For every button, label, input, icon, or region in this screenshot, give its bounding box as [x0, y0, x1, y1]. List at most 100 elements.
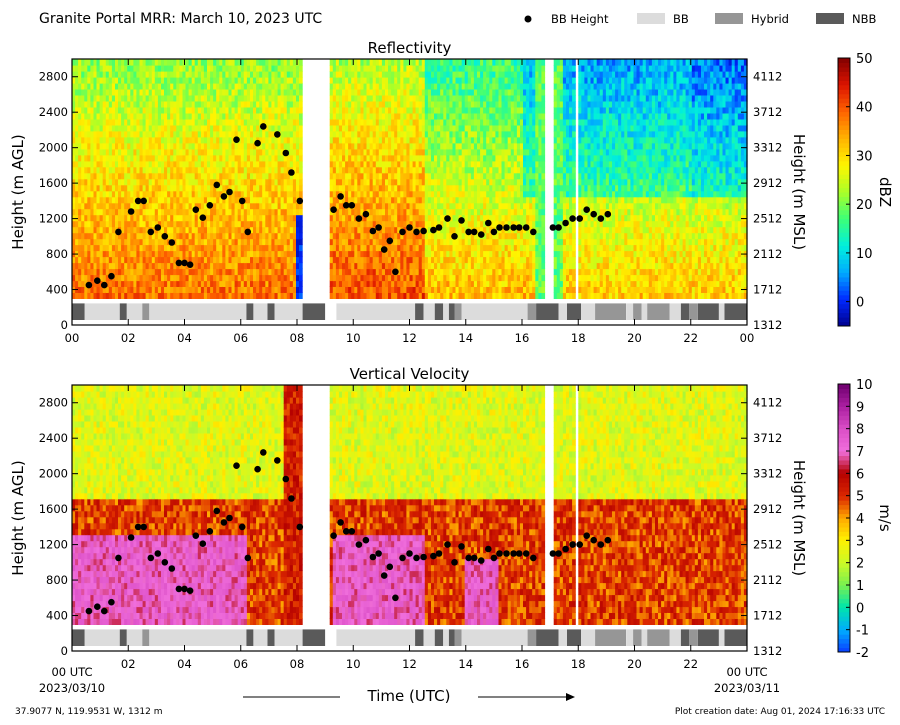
reflectivity-cell	[157, 202, 162, 210]
reflectivity-cell	[219, 268, 223, 276]
reflectivity-cell	[213, 88, 217, 96]
reflectivity-cell	[385, 226, 389, 234]
reflectivity-cell	[329, 202, 334, 210]
reflectivity-cell	[437, 220, 441, 228]
reflectivity-cell	[280, 154, 285, 162]
reflectivity-cell	[388, 100, 392, 108]
reflectivity-cell	[81, 292, 85, 299]
reflectivity-cell	[437, 262, 441, 270]
reflectivity-cell	[78, 118, 82, 126]
reflectivity-cell	[342, 220, 346, 228]
reflectivity-cell	[176, 118, 180, 126]
reflectivity-cell	[246, 166, 251, 174]
reflectivity-cell	[403, 202, 408, 210]
reflectivity-cell	[292, 82, 297, 90]
reflectivity-cell	[262, 100, 266, 108]
reflectivity-cell	[458, 94, 463, 102]
reflectivity-cell	[151, 202, 156, 210]
reflectivity-cell	[391, 148, 395, 156]
reflectivity-cell	[164, 274, 168, 282]
reflectivity-cell	[108, 280, 113, 287]
reflectivity-cell	[207, 214, 211, 222]
reflectivity-cell	[253, 262, 257, 270]
reflectivity-cell	[151, 142, 156, 150]
reflectivity-cell	[369, 190, 374, 198]
reflectivity-cell	[222, 202, 226, 210]
reflectivity-cell	[210, 88, 214, 96]
reflectivity-cell	[378, 250, 383, 258]
reflectivity-cell	[93, 226, 98, 234]
reflectivity-cell	[93, 184, 98, 192]
reflectivity-cell	[170, 208, 174, 216]
reflectivity-cell	[385, 190, 389, 198]
reflectivity-cell	[464, 94, 469, 102]
reflectivity-cell	[461, 178, 466, 186]
reflectivity-cell	[372, 274, 377, 282]
reflectivity-cell	[286, 118, 291, 126]
reflectivity-cell	[403, 77, 408, 84]
reflectivity-cell	[406, 112, 411, 120]
reflectivity-cell	[277, 166, 282, 174]
reflectivity-cell	[136, 112, 141, 120]
reflectivity-cell	[277, 226, 282, 234]
reflectivity-cell	[136, 256, 141, 264]
reflectivity-cell	[253, 202, 257, 210]
reflectivity-cell	[292, 88, 297, 96]
reflectivity-cell	[446, 280, 450, 287]
reflectivity-cell	[102, 106, 107, 114]
reflectivity-cell	[234, 250, 239, 258]
reflectivity-cell	[151, 274, 156, 282]
reflectivity-cell	[400, 118, 404, 126]
reflectivity-cell	[203, 94, 208, 102]
reflectivity-cell	[397, 262, 401, 270]
reflectivity-cell	[185, 172, 190, 180]
reflectivity-cell	[329, 250, 334, 258]
reflectivity-cell	[90, 244, 95, 252]
reflectivity-cell	[446, 77, 450, 84]
reflectivity-cell	[369, 268, 374, 276]
reflectivity-cell	[274, 292, 279, 299]
reflectivity-cell	[243, 238, 248, 246]
reflectivity-cell	[111, 256, 116, 264]
reflectivity-cell	[173, 65, 177, 72]
reflectivity-cell	[200, 160, 205, 168]
reflectivity-cell	[262, 82, 266, 90]
reflectivity-cell	[345, 160, 349, 168]
reflectivity-cell	[246, 106, 251, 114]
reflectivity-cell	[473, 136, 478, 144]
reflectivity-cell	[99, 190, 104, 198]
reflectivity-cell	[188, 88, 193, 96]
reflectivity-cell	[197, 256, 202, 264]
reflectivity-cell	[154, 148, 159, 156]
reflectivity-cell	[271, 208, 276, 216]
reflectivity-cell	[366, 286, 371, 293]
reflectivity-cell	[354, 184, 358, 192]
reflectivity-cell	[431, 184, 435, 192]
reflectivity-cell	[240, 226, 245, 234]
reflectivity-cell	[378, 88, 383, 96]
reflectivity-cell	[173, 100, 177, 108]
reflectivity-cell	[108, 256, 113, 264]
reflectivity-cell	[449, 292, 454, 299]
reflectivity-cell	[115, 238, 119, 246]
reflectivity-cell	[213, 148, 217, 156]
reflectivity-cell	[381, 154, 386, 162]
reflectivity-cell	[431, 208, 435, 216]
reflectivity-cell	[96, 220, 101, 228]
reflectivity-cell	[90, 130, 95, 138]
reflectivity-cell	[289, 220, 294, 228]
reflectivity-cell	[375, 160, 380, 168]
reflectivity-cell	[378, 77, 383, 84]
reflectivity-cell	[431, 118, 435, 126]
reflectivity-cell	[111, 166, 116, 174]
reflectivity-cell	[154, 238, 159, 246]
reflectivity-cell	[357, 148, 361, 156]
reflectivity-cell	[96, 244, 101, 252]
reflectivity-cell	[391, 130, 395, 138]
reflectivity-cell	[145, 172, 150, 180]
reflectivity-cell	[464, 208, 469, 216]
reflectivity-cell	[332, 172, 337, 180]
reflectivity-cell	[197, 220, 202, 228]
reflectivity-cell	[342, 94, 346, 102]
reflectivity-cell	[121, 268, 125, 276]
